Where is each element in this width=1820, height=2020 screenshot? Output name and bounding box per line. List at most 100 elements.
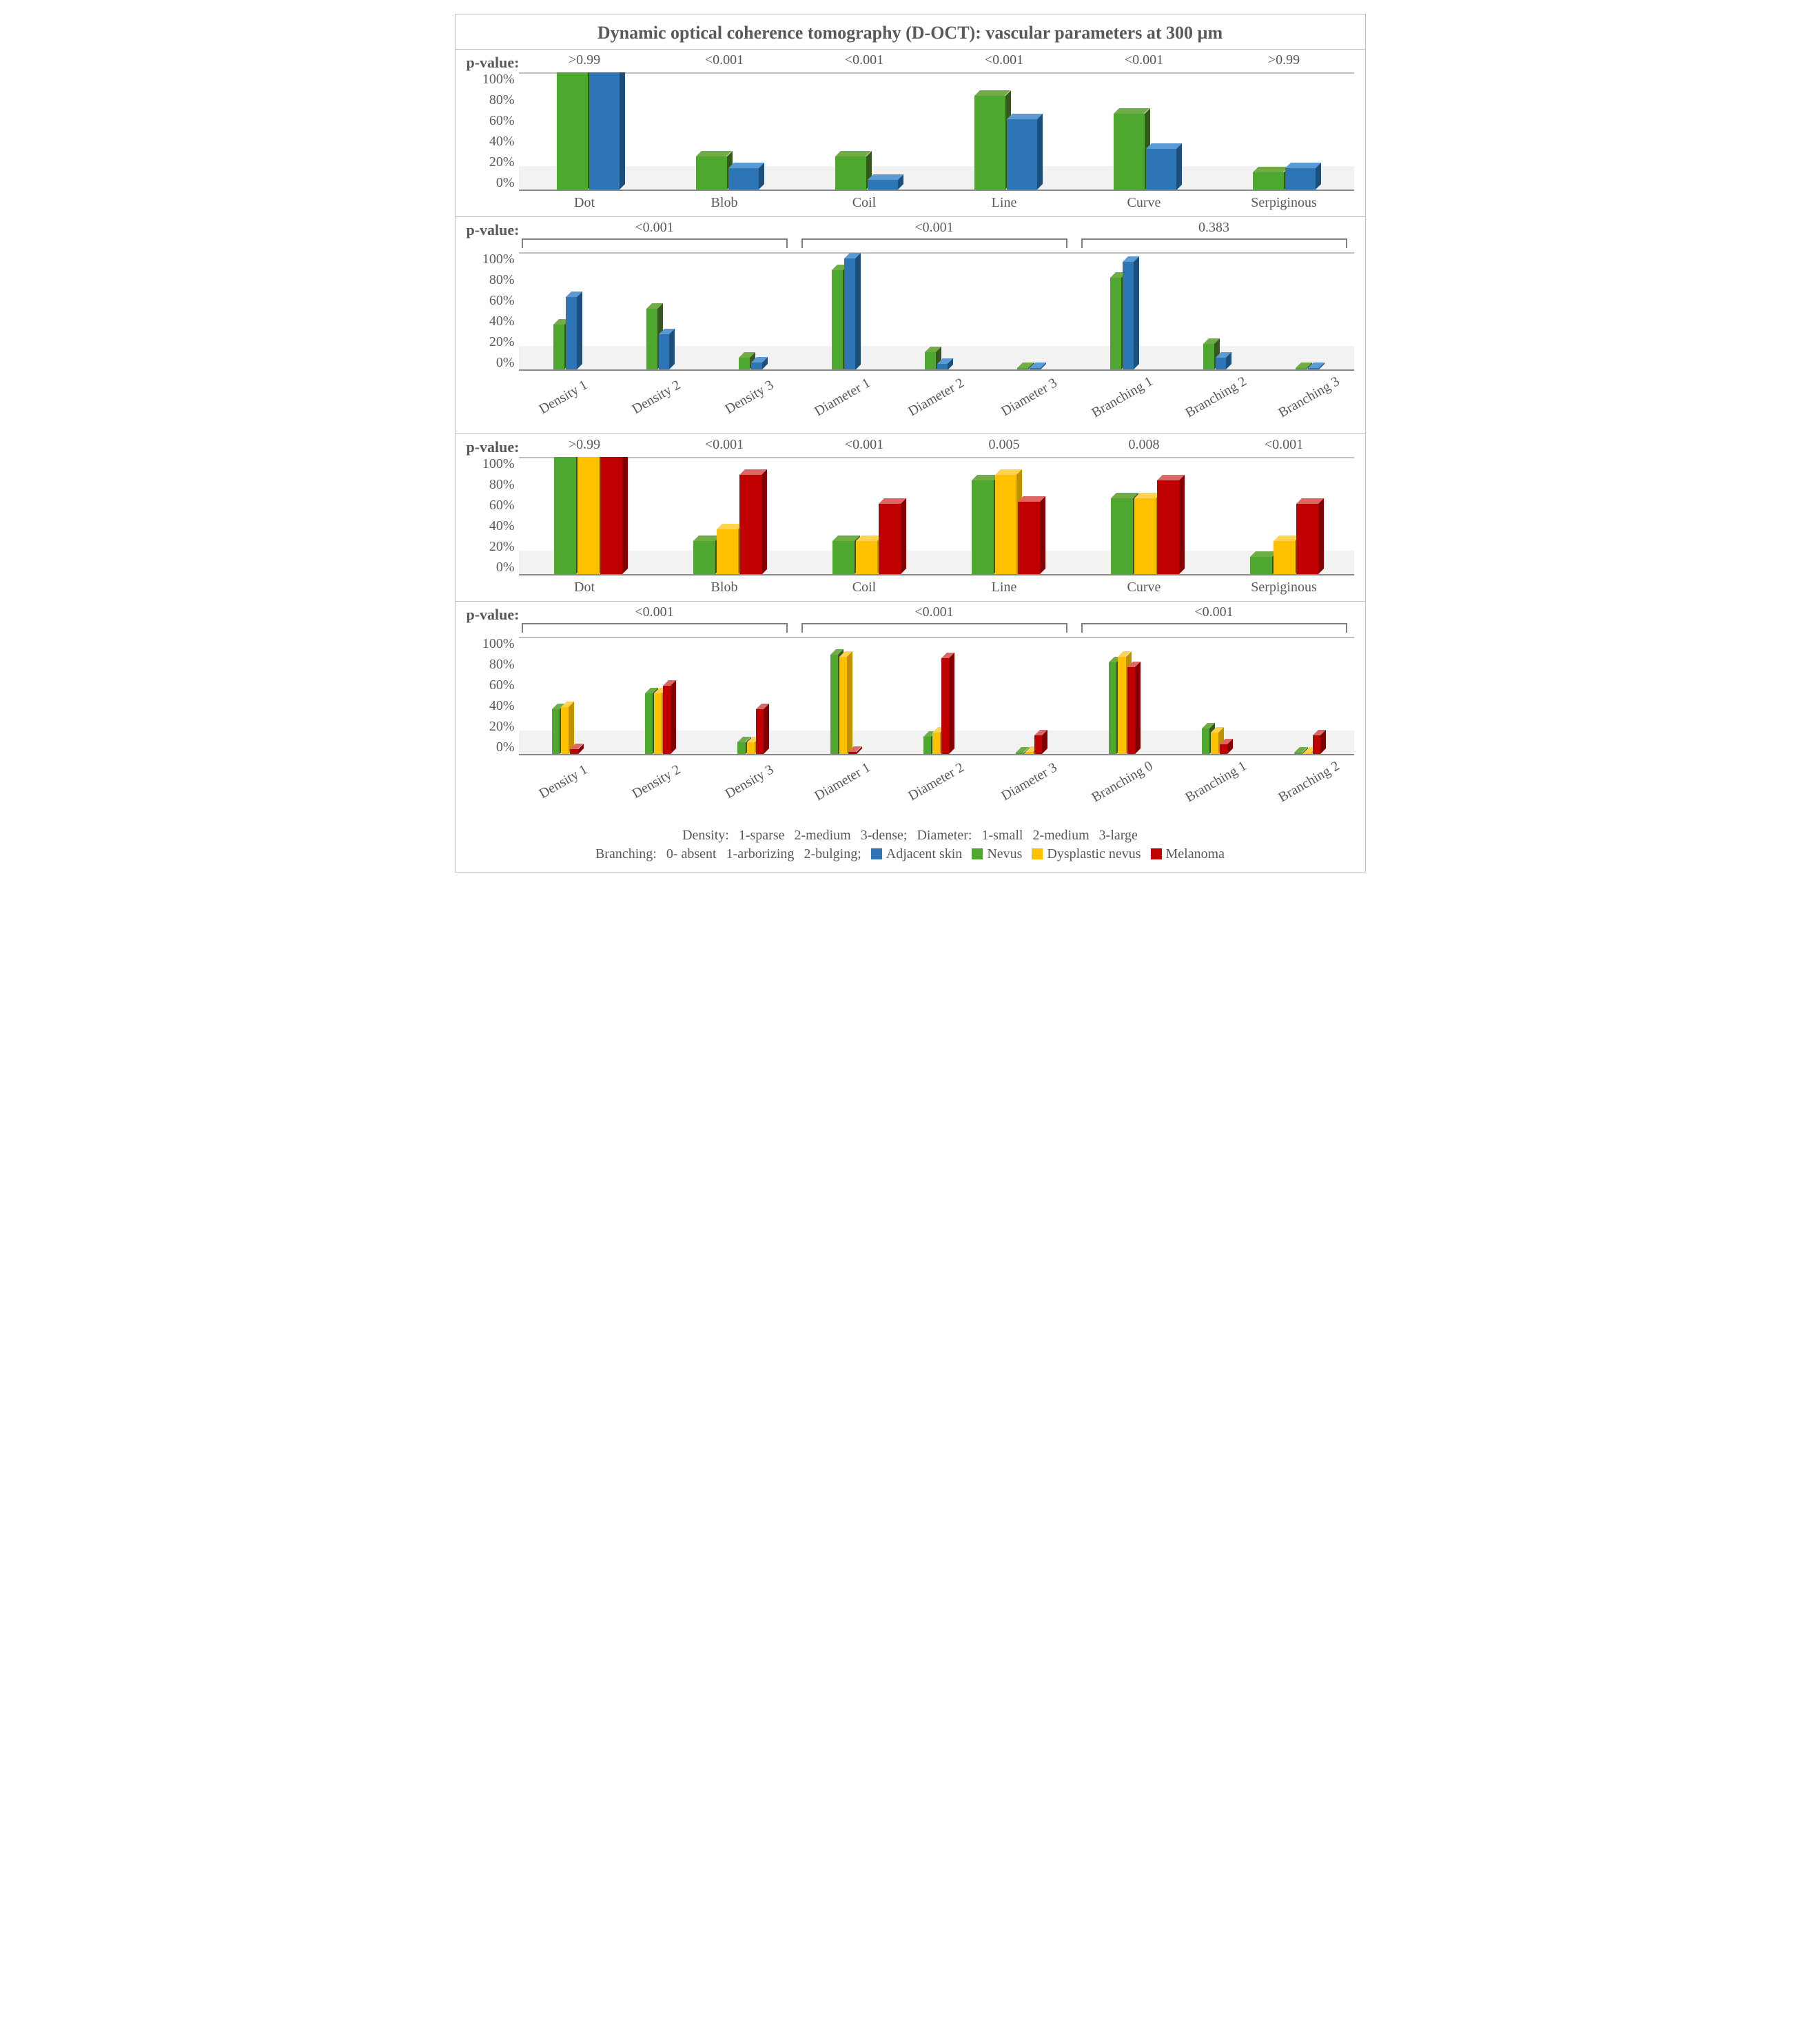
bar-dysplastic	[654, 693, 662, 754]
bar-group	[704, 252, 797, 369]
bar-dysplastic	[577, 457, 600, 574]
chart-wrap: 100%80%60%40%20%0%	[467, 637, 1354, 755]
bar-nevus	[646, 309, 657, 369]
x-label: Curve	[1074, 195, 1214, 211]
legend-key: 1-sparse	[739, 828, 785, 844]
bar-group	[1168, 252, 1261, 369]
legend-row: Density:1-sparse2-medium3-dense;Diameter…	[469, 828, 1351, 844]
y-tick: 0%	[496, 356, 515, 369]
x-label: Coil	[795, 195, 934, 211]
y-tick: 40%	[489, 134, 515, 148]
bar-nevus	[1109, 662, 1116, 754]
bar-melanoma	[1018, 502, 1040, 574]
chart-wrap: 100%80%60%40%20%0%	[467, 72, 1354, 191]
bar-group	[983, 252, 1076, 369]
bar-adjacent_skin	[728, 168, 759, 190]
x-label: Serpiginous	[1214, 580, 1354, 595]
y-tick: 20%	[489, 335, 515, 349]
legend-row: Branching:0- absent1-arborizing2-bulging…	[469, 846, 1351, 862]
legend-series: Dysplastic nevus	[1032, 846, 1141, 862]
y-tick: 20%	[489, 155, 515, 169]
pvalue-text: <0.001	[1214, 437, 1354, 453]
bar-melanoma	[663, 686, 671, 754]
bar-nevus	[972, 480, 994, 574]
bar-nevus	[554, 457, 576, 574]
legend-swatch	[1151, 848, 1162, 859]
bar-nevus	[645, 693, 653, 754]
pvalue-row: >0.99<0.001<0.001<0.001<0.001>0.99	[515, 52, 1354, 68]
bar-adjacent_skin	[1146, 149, 1176, 190]
bar-adjacent_skin	[566, 297, 577, 369]
chart-panel-p2: p-value:<0.001<0.0010.383100%80%60%40%20…	[456, 217, 1365, 434]
y-axis: 100%80%60%40%20%0%	[467, 457, 519, 574]
legend-key: 1-arborizing	[726, 846, 795, 862]
y-tick: 20%	[489, 540, 515, 553]
bar-group	[611, 637, 704, 754]
bracket-icon	[522, 623, 788, 633]
y-tick: 100%	[482, 252, 515, 266]
bar-nevus	[1203, 344, 1214, 369]
y-tick: 80%	[489, 273, 515, 287]
pvalue-text: 0.005	[934, 437, 1074, 453]
bar-nevus	[1110, 278, 1121, 369]
legend-key: 2-medium	[794, 828, 850, 844]
pvalue-row: <0.001<0.0010.383	[515, 220, 1354, 236]
bar-nevus	[737, 742, 745, 754]
bar-nevus	[1253, 172, 1283, 190]
bar-group	[519, 72, 658, 190]
y-tick: 80%	[489, 657, 515, 671]
y-axis: 100% 80% 60% 40% 20% 0%	[467, 252, 519, 369]
bar-nevus	[552, 709, 560, 754]
bar-dysplastic	[561, 707, 569, 754]
legend-key: 3-large	[1099, 828, 1138, 844]
bar-dysplastic	[1274, 541, 1296, 574]
bar-nevus	[832, 541, 855, 574]
bar-melanoma	[1296, 504, 1318, 574]
bar-group	[1076, 457, 1215, 574]
legend-series: Nevus	[972, 846, 1022, 862]
bar-adjacent_skin	[868, 180, 898, 190]
x-label: Coil	[795, 580, 934, 595]
chart-wrap: 100% 80% 60% 40% 20% 0%	[467, 252, 1354, 371]
bar-nevus	[925, 352, 936, 370]
x-label: Line	[934, 195, 1074, 211]
legend-key: 2-medium	[1032, 828, 1089, 844]
bar-group	[1215, 457, 1354, 574]
bar-nevus	[923, 737, 931, 755]
bar-melanoma	[739, 475, 761, 575]
chart-panel-p1: p-value:>0.99<0.001<0.001<0.001<0.001>0.…	[456, 50, 1365, 217]
x-label: Blob	[655, 195, 795, 211]
pvalue-text: >0.99	[1214, 52, 1354, 68]
x-label: Dot	[515, 580, 655, 595]
y-tick: 40%	[489, 519, 515, 533]
bracket-icon	[801, 623, 1067, 633]
legend-key: Branching:	[595, 846, 657, 862]
pvalue-text: <0.001	[795, 604, 1074, 620]
pvalue-text: <0.001	[795, 437, 934, 453]
pvalue-label: p-value:	[467, 438, 520, 456]
y-tick: 100%	[482, 457, 515, 471]
bar-group	[1168, 637, 1261, 754]
plot-area	[519, 457, 1354, 575]
x-axis: DotBlobCoilLineCurveSerpiginous	[515, 195, 1354, 211]
bar-group	[658, 457, 797, 574]
figure-root: Dynamic optical coherence tomography (D-…	[455, 14, 1366, 873]
bar-group	[1076, 72, 1215, 190]
bar-adjacent_skin	[1285, 168, 1316, 190]
bar-group	[937, 457, 1076, 574]
legend-series: Adjacent skin	[871, 846, 963, 862]
bar-group	[797, 637, 890, 754]
bar-group	[519, 252, 612, 369]
bar-melanoma	[879, 504, 901, 574]
y-axis: 100%80%60%40%20%0%	[467, 637, 519, 754]
y-tick: 40%	[489, 314, 515, 328]
bar-group	[797, 457, 937, 574]
bar-dysplastic	[995, 475, 1017, 575]
x-label: Blob	[655, 580, 795, 595]
bracket-row	[515, 620, 1354, 633]
legend-key: 1-small	[981, 828, 1023, 844]
bar-melanoma	[600, 457, 622, 574]
bracket-icon	[1081, 623, 1347, 633]
y-tick: 60%	[489, 294, 515, 307]
pvalue-row: <0.001<0.001<0.001	[515, 604, 1354, 620]
